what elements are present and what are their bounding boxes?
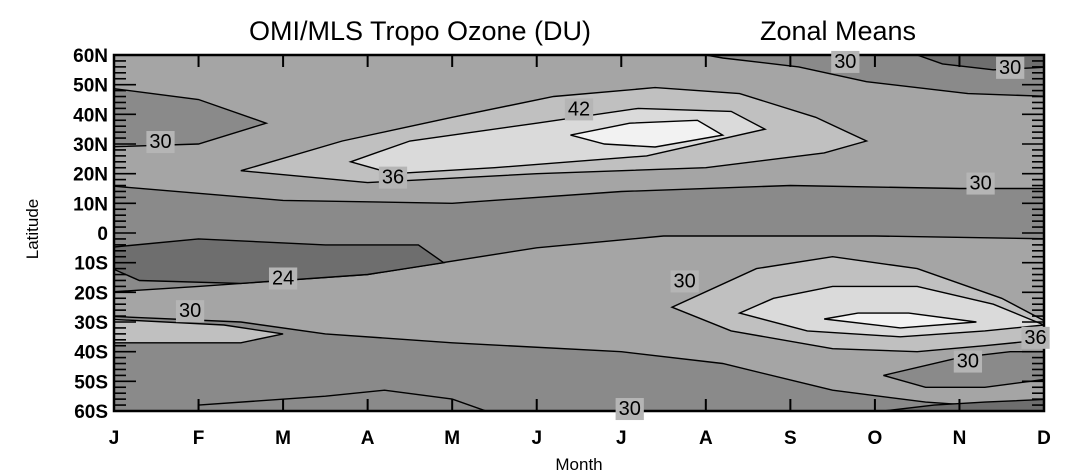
contour-label-bg — [996, 56, 1025, 79]
x-tick-label: J — [616, 428, 627, 449]
y-tick-label: 20S — [74, 283, 108, 304]
contour-band-sh-core — [824, 312, 977, 329]
x-tick-label: M — [444, 428, 460, 449]
contour-label: 30 — [179, 300, 201, 322]
y-tick-label: 10S — [74, 254, 108, 275]
contour-band-antarctic-low — [877, 398, 1044, 411]
contour-label: 30 — [957, 351, 979, 373]
contour-label: 30 — [619, 398, 641, 420]
contour-label-bg — [953, 350, 983, 373]
contour-band-sh-mid-high — [114, 318, 284, 344]
x-tick-label: F — [193, 428, 205, 449]
contour-label-bg — [831, 50, 860, 73]
chart-subtitle: Zonal Means — [760, 16, 916, 46]
contour-label: 42 — [568, 98, 590, 120]
y-axis-label: Latitude — [23, 199, 42, 260]
y-tick-label: 60S — [74, 402, 108, 423]
y-tick-label: 0 — [97, 224, 108, 245]
contour-label: 24 — [272, 268, 294, 290]
contour-label: 30 — [149, 131, 171, 153]
contour-label-bg — [268, 267, 298, 290]
x-tick-label: O — [868, 428, 883, 449]
contour-label: 30 — [674, 270, 696, 292]
y-tick-label: 60N — [73, 46, 108, 67]
contour-band-sh-low-mid — [114, 315, 1044, 411]
x-tick-label: S — [784, 428, 797, 449]
contour-band-trop-min — [114, 238, 446, 285]
x-tick-label: D — [1037, 428, 1051, 449]
y-tick-label: 30S — [74, 313, 108, 334]
x-tick-label: J — [109, 428, 120, 449]
contour-label-bg — [615, 398, 644, 421]
contour-band-sh-lobe-high — [737, 285, 1044, 338]
y-tick-labels: 60N 50N 40N 30N 20N 10N 0 10S 20S 30S 40S 50S 60S — [73, 46, 108, 423]
contour-label-bg — [378, 166, 408, 189]
x-tick-label: M — [275, 428, 291, 449]
contour-label-bg — [564, 98, 594, 121]
y-tick-label: 40S — [74, 343, 108, 364]
contour-label-bg — [175, 300, 205, 323]
contour-label-bg — [966, 172, 995, 195]
contour-label-bg — [146, 131, 175, 154]
y-tick-label: 20N — [73, 165, 108, 186]
contour-label-bg — [670, 270, 699, 293]
y-tick-label: 30N — [73, 135, 108, 156]
x-tick-label: A — [699, 428, 713, 449]
contour-label: 30 — [999, 57, 1021, 79]
contour-label: 30 — [969, 173, 991, 195]
contour-label: 30 — [834, 51, 856, 73]
contour-labels: 30 36 42 30 30 30 24 30 30 36 30 30 — [146, 50, 1050, 421]
x-tick-label: J — [531, 428, 542, 449]
y-tick-label: 10N — [73, 194, 108, 215]
contour-label-bg — [1021, 326, 1050, 349]
y-tick-label: 50S — [74, 372, 108, 393]
x-tick-label: N — [953, 428, 967, 449]
contour-band-nh-core — [570, 119, 725, 148]
y-tick-label: 40N — [73, 105, 108, 126]
x-axis-label: Month — [555, 455, 602, 474]
contour-label: 36 — [1024, 327, 1046, 349]
chart-title: OMI/MLS Tropo Ozone (DU) — [249, 16, 591, 46]
y-tick-label: 50N — [73, 76, 108, 97]
contour-label: 36 — [382, 167, 404, 189]
x-tick-label: A — [361, 428, 375, 449]
